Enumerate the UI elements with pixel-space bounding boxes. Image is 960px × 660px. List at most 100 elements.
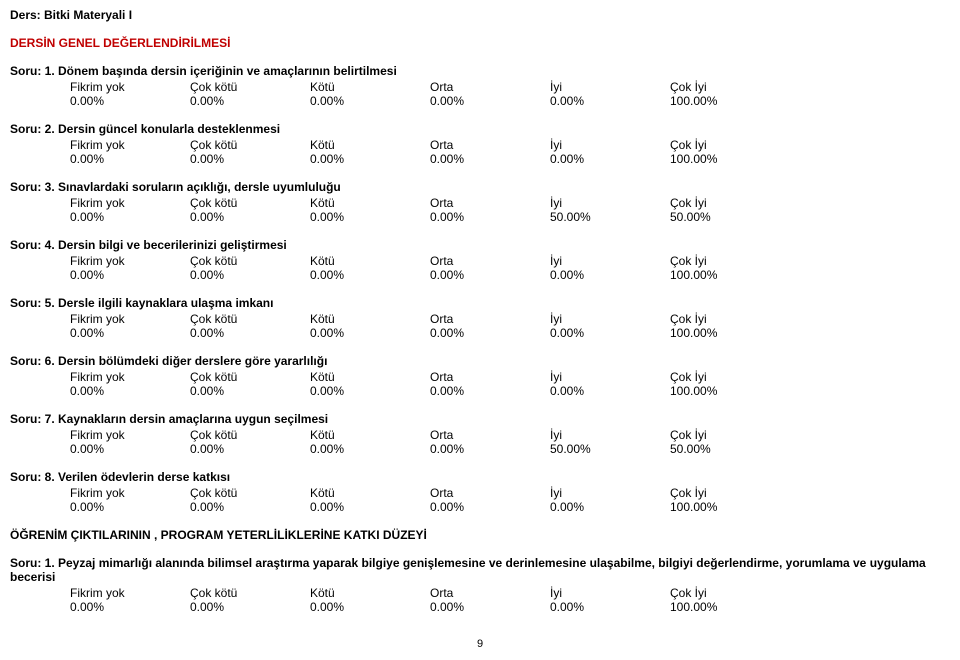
value-cell: 0.00% [430,210,550,224]
label-cell: Fikrim yok [70,370,190,384]
question-title: Soru: 7. Kaynakların dersin amaçlarına u… [10,412,950,426]
labels-row: Fikrim yokÇok kötüKötüOrtaİyiÇok İyi [10,254,950,268]
question-block: Soru: 6. Dersin bölümdeki diğer derslere… [10,354,950,398]
question-title: Soru: 4. Dersin bilgi ve becerilerinizi … [10,238,950,252]
value-cell: 0.00% [550,152,670,166]
label-cell: Kötü [310,138,430,152]
value-cell: 0.00% [190,442,310,456]
label-cell: Kötü [310,586,430,600]
values-row: 0.00%0.00%0.00%0.00%0.00%100.00% [10,94,950,108]
label-cell: Kötü [310,312,430,326]
value-cell: 0.00% [310,384,430,398]
label-cell: Orta [430,312,550,326]
value-cell: 100.00% [670,500,790,514]
value-cell: 0.00% [430,600,550,614]
section-general-eval-title: DERSİN GENEL DEĞERLENDİRİLMESİ [10,36,950,50]
label-cell: Orta [430,80,550,94]
label-cell: Fikrim yok [70,486,190,500]
label-cell: İyi [550,428,670,442]
value-cell: 0.00% [430,500,550,514]
value-cell: 0.00% [70,600,190,614]
outcome-labels-row: Fikrim yok Çok kötü Kötü Orta İyi Çok İy… [10,586,950,600]
label-cell: Orta [430,486,550,500]
value-cell: 0.00% [190,152,310,166]
value-cell: 0.00% [190,600,310,614]
label-cell: Fikrim yok [70,312,190,326]
label-cell: Çok İyi [670,370,790,384]
value-cell: 0.00% [430,384,550,398]
value-cell: 0.00% [70,210,190,224]
label-cell: Çok kötü [190,80,310,94]
value-cell: 0.00% [190,326,310,340]
label-cell: İyi [550,138,670,152]
label-cell: Kötü [310,80,430,94]
label-cell: Çok İyi [670,486,790,500]
value-cell: 0.00% [430,94,550,108]
label-cell: İyi [550,80,670,94]
label-cell: Fikrim yok [70,428,190,442]
label-cell: Çok İyi [670,254,790,268]
value-cell: 50.00% [670,210,790,224]
label-cell: Çok kötü [190,486,310,500]
label-cell: Orta [430,428,550,442]
course-title: Ders: Bitki Materyali I [10,8,950,22]
label-cell: Çok kötü [190,586,310,600]
label-cell: Kötü [310,254,430,268]
label-cell: İyi [550,254,670,268]
labels-row: Fikrim yokÇok kötüKötüOrtaİyiÇok İyi [10,486,950,500]
value-cell: 0.00% [310,600,430,614]
outcome-title: Soru: 1. Peyzaj mimarlığı alanında bilim… [10,556,950,584]
values-row: 0.00%0.00%0.00%0.00%0.00%100.00% [10,326,950,340]
value-cell: 0.00% [310,268,430,282]
label-cell: Orta [430,254,550,268]
label-cell: Fikrim yok [70,196,190,210]
label-cell: Fikrim yok [70,80,190,94]
values-row: 0.00%0.00%0.00%0.00%0.00%100.00% [10,384,950,398]
question-block: Soru: 8. Verilen ödevlerin derse katkısı… [10,470,950,514]
value-cell: 0.00% [310,210,430,224]
question-block: Soru: 2. Dersin güncel konularla destekl… [10,122,950,166]
value-cell: 0.00% [550,326,670,340]
label-cell: Kötü [310,196,430,210]
question-block: Soru: 1. Dönem başında dersin içeriğinin… [10,64,950,108]
value-cell: 0.00% [550,500,670,514]
value-cell: 0.00% [190,210,310,224]
value-cell: 0.00% [190,384,310,398]
label-cell: Orta [430,586,550,600]
value-cell: 100.00% [670,600,790,614]
question-title: Soru: 6. Dersin bölümdeki diğer derslere… [10,354,950,368]
values-row: 0.00%0.00%0.00%0.00%0.00%100.00% [10,500,950,514]
value-cell: 0.00% [70,326,190,340]
label-cell: Kötü [310,428,430,442]
label-cell: Çok İyi [670,312,790,326]
value-cell: 0.00% [310,152,430,166]
value-cell: 0.00% [310,500,430,514]
value-cell: 100.00% [670,152,790,166]
questions-container: Soru: 1. Dönem başında dersin içeriğinin… [10,64,950,514]
labels-row: Fikrim yokÇok kötüKötüOrtaİyiÇok İyi [10,80,950,94]
value-cell: 0.00% [70,94,190,108]
labels-row: Fikrim yokÇok kötüKötüOrtaİyiÇok İyi [10,196,950,210]
labels-row: Fikrim yokÇok kötüKötüOrtaİyiÇok İyi [10,312,950,326]
label-cell: Fikrim yok [70,586,190,600]
question-block: Soru: 4. Dersin bilgi ve becerilerinizi … [10,238,950,282]
values-row: 0.00%0.00%0.00%0.00%50.00%50.00% [10,210,950,224]
value-cell: 0.00% [70,384,190,398]
label-cell: İyi [550,370,670,384]
value-cell: 50.00% [550,210,670,224]
values-row: 0.00%0.00%0.00%0.00%50.00%50.00% [10,442,950,456]
label-cell: Çok kötü [190,138,310,152]
label-cell: Çok kötü [190,370,310,384]
values-row: 0.00%0.00%0.00%0.00%0.00%100.00% [10,268,950,282]
value-cell: 0.00% [430,152,550,166]
value-cell: 0.00% [550,94,670,108]
label-cell: İyi [550,586,670,600]
values-row: 0.00%0.00%0.00%0.00%0.00%100.00% [10,152,950,166]
label-cell: Çok İyi [670,80,790,94]
value-cell: 0.00% [70,268,190,282]
label-cell: Çok İyi [670,138,790,152]
label-cell: İyi [550,312,670,326]
value-cell: 0.00% [190,500,310,514]
label-cell: Orta [430,138,550,152]
label-cell: Çok kötü [190,196,310,210]
